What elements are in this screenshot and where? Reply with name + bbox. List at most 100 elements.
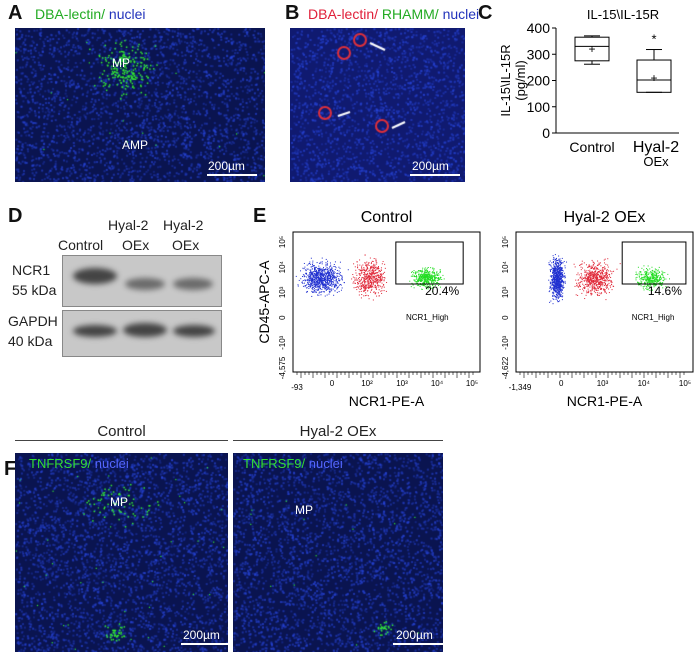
cell-dot-red (365, 288, 367, 290)
cell-dot-red (360, 288, 362, 290)
cell-dot-green (438, 277, 440, 279)
cell-dot-blue (558, 289, 560, 291)
cell-dot-red (596, 280, 598, 282)
cell-dot-blue (553, 264, 555, 266)
cell-dot-red (364, 254, 366, 256)
cell-dot-blue (320, 269, 322, 271)
cell-dot-blue (556, 270, 558, 272)
cell-dot-red (372, 276, 374, 278)
cell-dot-blue (560, 260, 562, 262)
cell-dot-blue (321, 280, 323, 282)
cell-dot-blue (555, 284, 557, 286)
cell-dot-blue (556, 267, 558, 269)
cell-dot-blue (563, 275, 565, 277)
cell-dot-green (434, 274, 436, 276)
cell-dot-red (594, 278, 596, 280)
cell-dot-blue (551, 267, 553, 269)
cell-dot-red (607, 258, 609, 260)
cell-dot-blue (556, 299, 558, 301)
cell-dot-blue (560, 275, 562, 277)
cell-dot-blue (313, 287, 315, 289)
cell-dot-blue (329, 266, 331, 268)
cell-dot-green (430, 274, 432, 276)
cell-dot-blue (303, 262, 305, 264)
cell-dot-red (612, 285, 614, 287)
cell-dot-red (382, 273, 384, 275)
cell-dot-green (429, 271, 431, 273)
cell-dot-green (417, 278, 419, 280)
cell-dot-red (365, 270, 367, 272)
cell-dot-green (640, 285, 642, 287)
cell-dot-red (601, 277, 603, 279)
cell-dot-blue (552, 255, 554, 257)
cell-dot-red (363, 271, 365, 273)
cell-dot-red (378, 271, 380, 273)
cell-dot-blue (321, 272, 323, 274)
cell-dot-red (371, 275, 373, 277)
cell-dot-green (439, 271, 441, 273)
y-tick-label: 10⁴ (278, 260, 287, 273)
cell-dot-blue (553, 276, 555, 278)
cell-dot-green (650, 284, 652, 286)
cell-dot-red (575, 279, 577, 281)
cell-dot-green (431, 272, 433, 274)
cell-dot-blue (561, 289, 563, 291)
cell-dot-blue (327, 278, 329, 280)
cell-dot-red (356, 261, 358, 263)
cell-dot-blue (312, 262, 314, 264)
cell-dot-red (601, 274, 603, 276)
cell-dot-red (385, 290, 387, 292)
y-tick-label: 400 (527, 20, 551, 36)
cell-dot-green (428, 279, 430, 281)
cell-dot-red (364, 286, 366, 288)
x-tick-label: -93 (291, 383, 303, 392)
cell-dot-green (430, 279, 432, 281)
cell-dot-red (375, 282, 377, 284)
cell-dot-red (590, 279, 592, 281)
cell-dot-green (429, 275, 431, 277)
cell-dot-blue (323, 291, 325, 293)
cell-dot-green (420, 275, 422, 277)
cell-dot-green (649, 284, 651, 286)
cell-dot-red (383, 286, 385, 288)
cell-dot-blue (561, 280, 563, 282)
cell-dot-blue (558, 260, 560, 262)
cell-dot-red (606, 275, 608, 277)
cell-dot-blue (552, 259, 554, 261)
cell-dot-blue (322, 275, 324, 277)
cell-dot-blue (331, 284, 333, 286)
cell-dot-red (595, 285, 597, 287)
cell-dot-green (656, 272, 658, 274)
cell-dot-red (583, 288, 585, 290)
cell-dot-blue (554, 275, 556, 277)
cell-dot-blue (558, 301, 560, 303)
cell-dot-red (357, 287, 359, 289)
cell-dot-red (362, 277, 364, 279)
cell-dot-red (367, 277, 369, 279)
y-axis-label: CD45-APC-A (256, 260, 272, 344)
cell-dot-red (380, 286, 382, 288)
cell-dot-blue (339, 273, 341, 275)
cell-dot-blue (558, 285, 560, 287)
cell-dot-red (593, 279, 595, 281)
cell-dot-blue (552, 281, 554, 283)
cell-dot-blue (331, 267, 333, 269)
cell-dot-green (432, 284, 434, 286)
cell-dot-green (435, 278, 437, 280)
cell-dot-red (381, 278, 383, 280)
cell-dot-blue (319, 271, 321, 273)
cell-dot-green (423, 276, 425, 278)
cell-dot-blue (318, 262, 320, 264)
cell-dot-green (659, 281, 661, 283)
cell-dot-green (427, 279, 429, 281)
cell-dot-blue (554, 288, 556, 290)
cell-dot-blue (562, 274, 564, 276)
blot-row-size: 55 kDa (12, 282, 57, 298)
cell-dot-red (376, 262, 378, 264)
cell-dot-blue (312, 277, 314, 279)
cell-dot-blue (304, 282, 306, 284)
cell-dot-blue (556, 282, 558, 284)
cell-dot-red (369, 273, 371, 275)
cell-dot-red (598, 292, 600, 294)
cell-dot-green (655, 270, 657, 272)
